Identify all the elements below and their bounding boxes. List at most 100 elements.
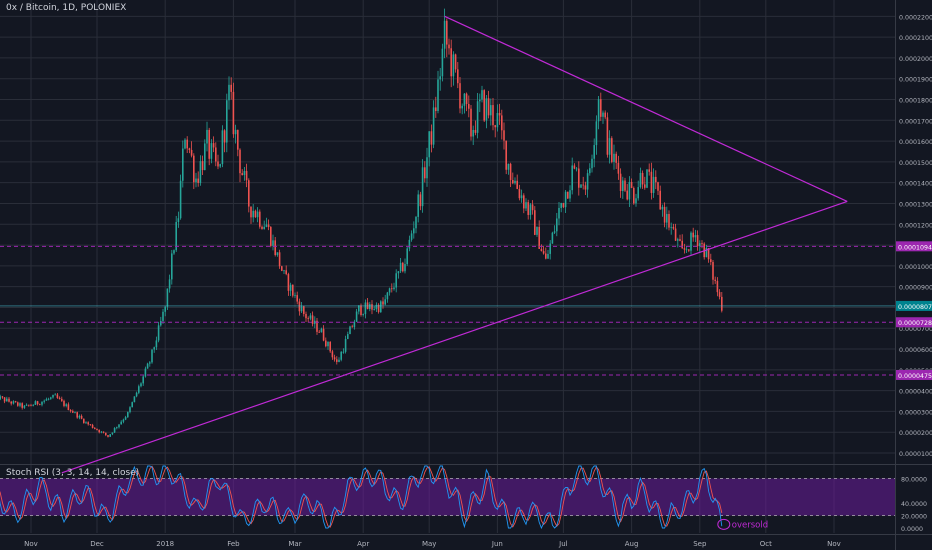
candle-body — [204, 143, 206, 171]
candle-body — [476, 101, 479, 133]
candle-body — [303, 306, 305, 314]
candle-body — [58, 397, 61, 399]
candle-body — [54, 394, 56, 396]
candle-body — [584, 185, 587, 190]
candle-body — [611, 138, 613, 162]
candle-body — [142, 376, 144, 384]
candle-body — [28, 404, 30, 406]
candle-body — [534, 210, 536, 235]
candle-body — [43, 400, 45, 402]
candle-body — [494, 125, 496, 128]
candle-body — [393, 287, 395, 290]
candle-body — [674, 228, 677, 241]
candle-body — [556, 218, 558, 232]
candle-body — [25, 404, 28, 406]
candle-body — [155, 340, 158, 348]
candle-body — [683, 248, 686, 250]
candle-body — [512, 180, 514, 184]
candle-body — [65, 404, 67, 406]
candle-body — [63, 400, 65, 406]
candle-body — [52, 395, 54, 398]
candle-body — [707, 248, 710, 260]
candle-body — [360, 305, 362, 316]
candle-body — [593, 145, 595, 159]
candle-body — [140, 383, 142, 387]
candle-body — [692, 232, 694, 238]
candle-body — [76, 412, 78, 418]
candle-body — [41, 401, 43, 405]
candle-body — [448, 44, 450, 49]
candle-body — [329, 341, 331, 352]
candle-body — [639, 172, 642, 188]
candle-body — [34, 401, 37, 405]
candle-body — [602, 112, 604, 117]
candle-body — [386, 292, 389, 300]
candle-body — [716, 280, 719, 293]
candle-body — [659, 190, 661, 210]
candle-body — [72, 411, 74, 413]
time-tick-label: Nov — [827, 540, 841, 548]
candle-body — [261, 226, 263, 229]
candle-body — [289, 284, 292, 291]
candle-body — [241, 173, 243, 176]
candle-body — [311, 315, 314, 324]
candle-body — [1, 396, 4, 398]
candle-body — [340, 351, 342, 360]
candle-body — [6, 398, 8, 402]
candle-body — [74, 412, 76, 414]
candle-body — [520, 195, 523, 199]
candle-body — [595, 121, 598, 146]
time-tick-label: May — [422, 540, 436, 548]
candle-body — [586, 173, 589, 190]
candle-body — [8, 398, 10, 402]
candle-body — [12, 401, 15, 404]
candle-body — [507, 163, 510, 170]
candle-body — [107, 435, 109, 437]
candle-body — [406, 248, 408, 265]
candle-body — [349, 326, 351, 335]
candle-body — [217, 161, 219, 167]
candle-body — [677, 239, 679, 241]
price-badge — [896, 317, 932, 328]
candle-body — [474, 129, 477, 133]
candle-body — [87, 422, 89, 425]
candle-body — [591, 158, 593, 169]
candle-body — [10, 401, 12, 404]
candle-body — [197, 178, 199, 183]
candle-body — [454, 54, 457, 70]
grid-lines — [0, 0, 895, 533]
candle-body — [435, 107, 437, 112]
candle-body — [133, 396, 136, 403]
candle-body — [102, 431, 105, 433]
candle-body — [113, 428, 116, 433]
candle-body — [23, 405, 26, 408]
candle-body — [186, 139, 188, 149]
candle-body — [446, 20, 448, 45]
candle-body — [250, 206, 252, 218]
candle-body — [259, 211, 261, 227]
rsi-tick-label: 80.0000 — [901, 476, 927, 483]
candle-body — [562, 202, 565, 208]
candle-body — [100, 431, 103, 433]
candle-body — [589, 168, 591, 174]
candle-body — [560, 202, 562, 208]
candle-body — [270, 227, 272, 246]
candle-body — [428, 131, 430, 158]
candle-body — [333, 357, 336, 360]
candle-body — [668, 213, 670, 228]
candle-body — [481, 90, 483, 100]
candle-body — [338, 359, 340, 362]
candle-body — [201, 161, 204, 171]
candle-body — [182, 148, 184, 181]
candle-body — [67, 404, 70, 411]
candle-body — [221, 130, 224, 165]
candle-body — [672, 226, 675, 229]
candle-body — [582, 184, 584, 186]
